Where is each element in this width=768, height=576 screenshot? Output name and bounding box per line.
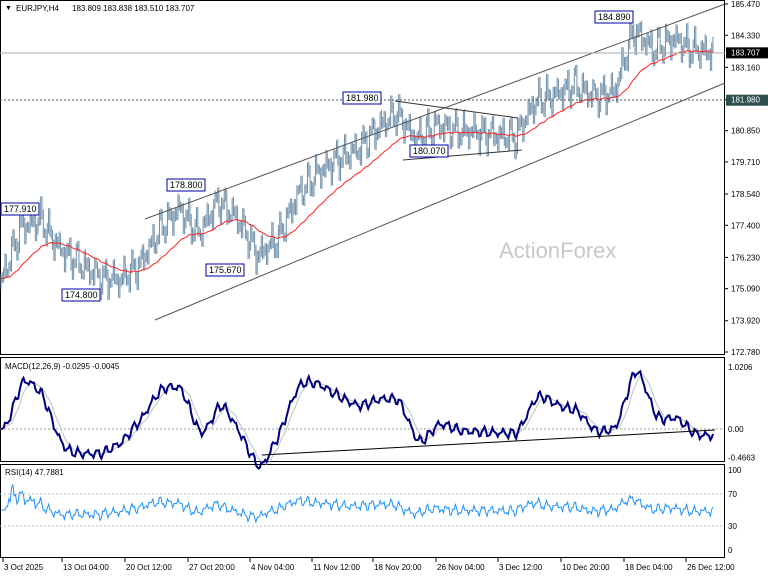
time-tick-label: 13 Oct 04:00 xyxy=(63,563,109,572)
macd-tick-label: -0.4663 xyxy=(728,453,756,462)
time-axis: 3 Oct 2025 13 Oct 04:00 20 Oct 12:00 27 Oct… xyxy=(2,558,735,572)
price-annotation-box xyxy=(409,144,449,158)
price-tick-label: 180.850 xyxy=(731,127,760,136)
level-price-tag-bg xyxy=(726,94,768,106)
time-tick-label: 10 Dec 20:00 xyxy=(562,563,610,572)
rsi-tick-label: 100 xyxy=(728,466,742,475)
time-tick-label: 11 Nov 12:00 xyxy=(313,563,361,572)
macd-tick-label: 0.00 xyxy=(728,425,744,434)
price-tick-label: 172.780 xyxy=(731,348,760,357)
channel-lower-line[interactable] xyxy=(154,82,726,321)
price-annotation-box xyxy=(61,288,101,302)
watermark: ActionForex xyxy=(499,238,616,263)
price-tick-label: 178.540 xyxy=(731,190,760,199)
rsi-panel-frame xyxy=(0,464,725,558)
time-tick-label: 27 Oct 20:00 xyxy=(189,563,235,572)
rsi-panel: 100 70 30 0 xyxy=(0,466,742,555)
current-price-tag: 183.707 xyxy=(731,48,760,57)
price-annotation: 177.910 xyxy=(4,204,37,214)
price-annotation-box xyxy=(0,202,40,216)
price-tick-label: 185.470 xyxy=(731,0,760,9)
time-tick-label: 4 Nov 04:00 xyxy=(251,563,295,572)
price-tick-label: 173.920 xyxy=(731,317,760,326)
macd-line xyxy=(0,369,714,470)
macd-tick-label: 1.0206 xyxy=(728,363,753,372)
time-tick-label: 26 Dec 12:00 xyxy=(687,563,735,572)
price-annotation: 184.890 xyxy=(598,12,631,22)
current-price-tag-bg xyxy=(726,47,768,59)
price-annotation: 180.070 xyxy=(413,146,446,156)
level-price-tag: 181.980 xyxy=(731,96,760,105)
macd-trend-line[interactable] xyxy=(261,429,716,456)
price-annotation: 178.800 xyxy=(170,180,203,190)
rsi-tick-label: 0 xyxy=(728,546,733,555)
price-annotation-box xyxy=(594,10,634,24)
symbol-label: EURJPY,H4 xyxy=(16,4,60,13)
price-annotation: 181.980 xyxy=(346,93,379,103)
rsi-tick-label: 70 xyxy=(728,490,737,499)
price-tick-label: 177.400 xyxy=(731,221,760,230)
time-tick-label: 3 Dec 12:00 xyxy=(499,563,543,572)
channel-upper-line[interactable] xyxy=(144,3,726,220)
rsi-line xyxy=(1,483,714,524)
ohlc-readout: 183.809 183.838 183.510 183.707 xyxy=(72,4,195,13)
triangle-lower-line[interactable] xyxy=(402,149,523,161)
time-tick-label: 26 Nov 04:00 xyxy=(437,563,485,572)
triangle-upper-line[interactable] xyxy=(394,100,519,119)
macd-panel: 1.0206 0.00 -0.4663 xyxy=(0,363,756,470)
price-tick-label: 183.160 xyxy=(731,63,760,72)
price-annotation-box xyxy=(205,263,245,277)
price-annotations: 177.910 174.800 178.800 175.670 181.980 180.0… xyxy=(0,10,634,302)
time-tick-label: 18 Nov 20:00 xyxy=(374,563,422,572)
price-annotation-box xyxy=(342,91,382,105)
time-tick-label: 18 Dec 04:00 xyxy=(625,563,673,572)
price-annotation: 174.800 xyxy=(65,290,98,300)
price-bars xyxy=(0,20,714,301)
price-tick-label: 175.090 xyxy=(731,285,760,294)
moving-average-line xyxy=(1,50,714,279)
price-panel-frame xyxy=(0,0,725,355)
price-tick-label: 176.230 xyxy=(731,253,760,262)
time-tick-label: 3 Oct 2025 xyxy=(4,563,44,572)
macd-title: MACD(12,26,9) -0.0295 -0.0045 xyxy=(5,362,120,371)
price-annotation-box xyxy=(166,178,206,192)
trend-lines xyxy=(0,3,726,321)
collapse-arrow-icon[interactable]: ▼ xyxy=(5,5,12,12)
macd-panel-frame xyxy=(0,357,725,462)
time-tick-label: 20 Oct 12:00 xyxy=(126,563,172,572)
rsi-title: RSI(14) 47.7881 xyxy=(5,468,64,477)
price-tick-label: 184.330 xyxy=(731,31,760,40)
rsi-tick-label: 30 xyxy=(728,522,737,531)
price-tick-label: 179.710 xyxy=(731,158,760,167)
price-axis: 185.470 184.330 183.160 180.850 179.710 178.5… xyxy=(724,0,768,357)
price-annotation: 175.670 xyxy=(209,265,242,275)
